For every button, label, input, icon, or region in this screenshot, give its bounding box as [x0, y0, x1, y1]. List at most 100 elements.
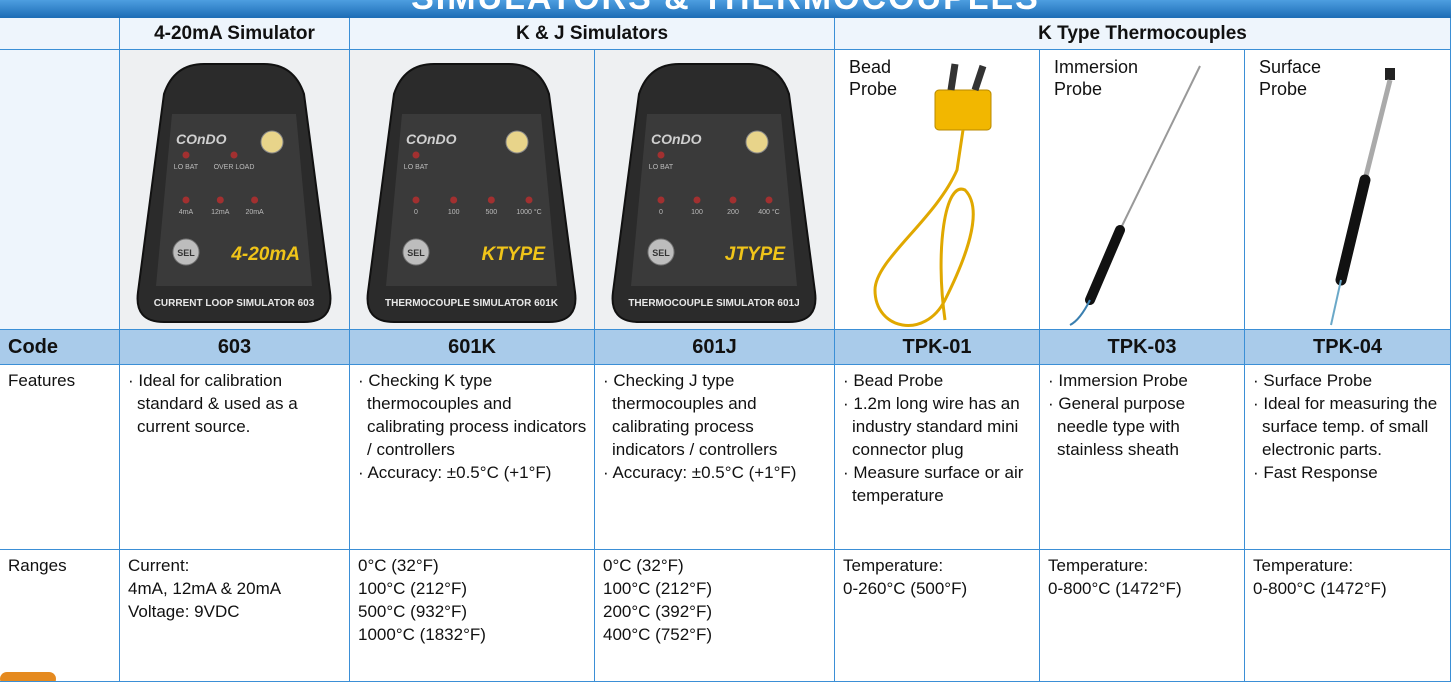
sel-label: SEL [177, 248, 195, 258]
code-label: Code [0, 330, 120, 365]
led [765, 196, 773, 204]
probe-wire [873, 129, 975, 327]
ranges-cell: Temperature: 0-800°C (1472°F) [1040, 550, 1245, 682]
corner-cell [0, 18, 120, 50]
led-label: 200 [727, 209, 739, 216]
product-code: TPK-04 [1245, 330, 1451, 365]
device-illustration: COnDO LO BAT 0 100 200 400 °C SEL JTYPE THERMOCO… [611, 63, 817, 323]
range-line: Current: [128, 556, 190, 575]
ranges-cell: 0°C (32°F) 100°C (212°F) 500°C (932°F) 1000… [350, 550, 595, 682]
feature-item: · Ideal for measuring the surface temp. … [1253, 394, 1438, 459]
sel-label: SEL [652, 248, 670, 258]
led [450, 196, 458, 204]
features-cell: · Immersion Probe · General purpose needl… [1040, 365, 1245, 550]
sel-label: SEL [407, 248, 425, 258]
device-brand: COnDO [651, 131, 702, 147]
feature-item: · Fast Response [1253, 463, 1378, 482]
range-line: 0-800°C (1472°F) [1048, 579, 1182, 598]
range-line: 200°C (392°F) [603, 602, 713, 621]
range-line: 0-260°C (500°F) [843, 579, 968, 598]
device-face [631, 114, 797, 286]
device-illustration: COnDO LO BAT 0 100 500 1000 °C SEL KTYPE THERMOC… [366, 63, 577, 323]
range-line: 0°C (32°F) [603, 556, 684, 575]
led [412, 196, 420, 204]
device-face [386, 114, 557, 286]
probe-lead [1069, 299, 1091, 326]
led-label: 12mA [211, 209, 230, 216]
product-code: TPK-03 [1040, 330, 1245, 365]
feature-item: · Bead Probe [843, 371, 944, 390]
image-cell: COnDO LO BAT OVER LOAD 4mA 12mA 20mA SEL 4-20mA… [120, 50, 350, 330]
device-badge: KTYPE [482, 244, 547, 265]
image-cell: COnDO LO BAT 0 100 200 400 °C SEL JTYPE THERMOCO… [595, 50, 835, 330]
probe-needle [1119, 65, 1201, 231]
image-label-cell [0, 50, 120, 330]
led [251, 196, 259, 204]
led [729, 196, 737, 204]
ranges-cell: Current: 4mA, 12mA & 20mA Voltage: 9VDC [120, 550, 350, 682]
feature-item: · Ideal for calibration standard & used … [128, 371, 298, 436]
group-header: 4-20mA Simulator [120, 18, 350, 50]
probe-label-line: Probe [849, 79, 898, 99]
device-footer: THERMOCOUPLE SIMULATOR 601J [628, 298, 799, 309]
group-header: K Type Thermocouples [835, 18, 1451, 50]
features-cell: · Checking J type thermocouples and cali… [595, 365, 835, 550]
range-line: Temperature: [1253, 556, 1354, 575]
probe-shaft [1362, 79, 1393, 181]
ranges-cell: Temperature: 0-800°C (1472°F) [1245, 550, 1451, 682]
device-badge: 4-20mA [230, 244, 300, 265]
led [182, 151, 190, 159]
feature-item: · Measure surface or air temperature [843, 463, 1024, 505]
image-cell: Immersion Probe [1040, 50, 1245, 330]
led-label: LO BAT [404, 164, 429, 171]
features-cell: · Bead Probe · 1.2m long wire has an indu… [835, 365, 1040, 550]
features-cell: · Surface Probe · Ideal for measuring the… [1245, 365, 1451, 550]
led-label: 100 [691, 209, 703, 216]
sel-button [402, 238, 430, 266]
range-line: Temperature: [1048, 556, 1149, 575]
range-line: 4mA, 12mA & 20mA [128, 579, 282, 598]
led [487, 196, 495, 204]
led [657, 151, 665, 159]
probe-tip [1385, 68, 1395, 80]
led [657, 196, 665, 204]
range-line: 0-800°C (1472°F) [1253, 579, 1387, 598]
led-label: 500 [485, 209, 497, 216]
product-code: TPK-01 [835, 330, 1040, 365]
product-code: 601K [350, 330, 595, 365]
range-line: 400°C (752°F) [603, 625, 713, 644]
probe-illustration [1069, 65, 1201, 326]
image-cell: Bead Probe [835, 50, 1040, 330]
device-illustration: COnDO LO BAT OVER LOAD 4mA 12mA 20mA SEL 4-20mA… [136, 63, 332, 323]
range-line: Temperature: [843, 556, 944, 575]
ranges-cell: Temperature: 0-260°C (500°F) [835, 550, 1040, 682]
device-brand: COnDO [406, 131, 457, 147]
device-footer: THERMOCOUPLE SIMULATOR 601K [385, 298, 559, 309]
power-button [505, 130, 529, 154]
led-label: LO BAT [174, 164, 199, 171]
probe-label: Immersion Probe [1054, 56, 1138, 100]
feature-item: · Immersion Probe [1048, 371, 1188, 390]
feature-item: · Accuracy: ±0.5°C (+1°F) [358, 463, 552, 482]
probe-label-line: Surface [1259, 57, 1322, 77]
image-cell: COnDO LO BAT 0 100 500 1000 °C SEL KTYPE THERMOC… [350, 50, 595, 330]
led-label: 400 °C [758, 208, 779, 216]
feature-item: · Checking J type thermocouples and cali… [603, 371, 778, 459]
probe-label-line: Bead [849, 57, 892, 77]
probe-lead [1330, 279, 1342, 326]
range-line: 0°C (32°F) [358, 556, 439, 575]
features-cell: · Ideal for calibration standard & used … [120, 365, 350, 550]
led-label: 0 [659, 209, 663, 216]
group-header: K & J Simulators [350, 18, 835, 50]
feature-item: · Surface Probe [1253, 371, 1373, 390]
probe-label: Bead Probe [849, 56, 897, 100]
range-line: 100°C (212°F) [358, 579, 468, 598]
led-label: LO BAT [649, 164, 674, 171]
probe-label-line: Probe [1259, 79, 1308, 99]
led [230, 151, 238, 159]
power-button [260, 130, 284, 154]
probe-plug [934, 89, 992, 131]
led-label: 20mA [245, 209, 264, 216]
